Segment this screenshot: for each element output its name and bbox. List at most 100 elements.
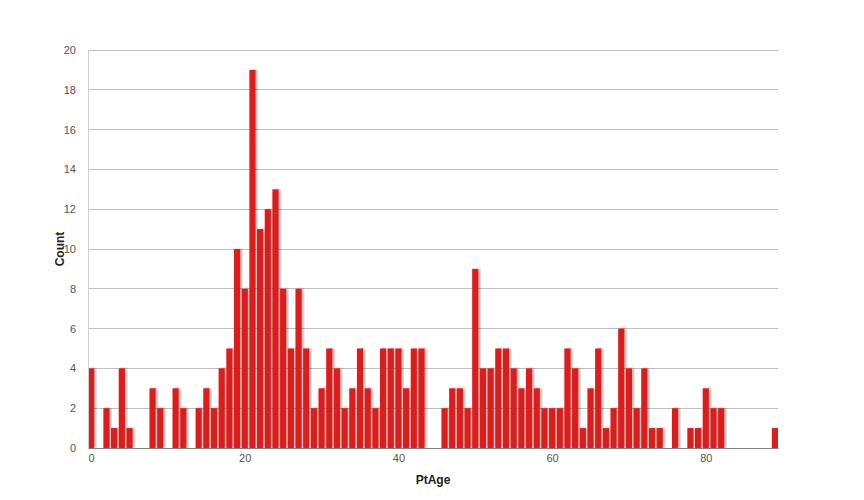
bar <box>372 408 378 448</box>
bar <box>411 349 417 449</box>
bar <box>311 408 317 448</box>
grid-line <box>88 328 778 329</box>
grid-line <box>88 288 778 289</box>
grid-line <box>88 368 778 369</box>
y-axis-line <box>88 51 89 449</box>
bar <box>142 448 148 449</box>
bar <box>403 388 409 448</box>
y-tick-label: 0 <box>70 442 76 454</box>
bar <box>465 408 471 448</box>
y-axis: 02468101214161820 <box>64 44 89 454</box>
y-tick: 20 <box>64 44 88 56</box>
y-tick: 2 <box>70 402 88 414</box>
y-tick: 10 <box>64 243 88 255</box>
y-tick: 8 <box>70 283 88 295</box>
y-tick-label: 2 <box>70 402 76 414</box>
x-tick-label: 40 <box>393 452 405 464</box>
bar <box>457 388 463 448</box>
bar <box>672 408 678 448</box>
bar <box>503 349 509 449</box>
bar <box>219 368 225 448</box>
bar <box>518 388 524 448</box>
bar <box>603 428 609 448</box>
bar <box>703 388 709 448</box>
bar <box>196 408 202 448</box>
x-tick: 60 <box>546 448 558 464</box>
y-tick: 16 <box>64 124 88 136</box>
bar <box>526 368 532 448</box>
bar <box>557 408 563 448</box>
bar <box>303 349 309 449</box>
grid-line <box>88 209 778 210</box>
bar <box>203 388 209 448</box>
bar <box>649 428 655 448</box>
bar <box>756 448 762 449</box>
bar <box>157 408 163 448</box>
bar <box>680 448 686 449</box>
bar <box>564 349 570 449</box>
bar <box>388 349 394 449</box>
bar <box>188 448 194 449</box>
bar <box>126 428 132 448</box>
bar <box>764 448 770 449</box>
x-tick: 20 <box>239 448 251 464</box>
bar <box>349 388 355 448</box>
x-axis: 0 20 40 60 80 <box>89 448 779 464</box>
bar <box>434 448 440 449</box>
bar <box>572 368 578 448</box>
grid-line <box>88 129 778 130</box>
bar <box>511 368 517 448</box>
bar <box>211 408 217 448</box>
y-tick-label: 16 <box>64 124 76 136</box>
chart: 02040608002468101214161820PtAgeCount <box>0 0 864 500</box>
bar <box>357 349 363 449</box>
bar <box>265 209 271 448</box>
bar <box>165 448 171 449</box>
y-tick-label: 14 <box>64 163 76 175</box>
bar <box>119 368 125 448</box>
bar <box>395 349 401 449</box>
bar <box>657 428 663 448</box>
bar <box>695 428 701 448</box>
bar <box>365 388 371 448</box>
bar <box>634 408 640 448</box>
bar <box>111 428 117 448</box>
x-tick: 80 <box>700 448 712 464</box>
bar <box>610 408 616 448</box>
bar <box>426 448 432 449</box>
x-tick: 40 <box>393 448 405 464</box>
y-tick-label: 18 <box>64 84 76 96</box>
bar <box>726 448 732 449</box>
bar <box>541 408 547 448</box>
y-tick: 6 <box>70 323 88 335</box>
bar <box>380 349 386 449</box>
bar <box>295 289 301 448</box>
bar <box>449 388 455 448</box>
bar <box>488 368 494 448</box>
grid-line <box>88 50 778 51</box>
bar <box>288 349 294 449</box>
grid <box>88 50 778 448</box>
bar <box>149 388 155 448</box>
y-axis-title: Count <box>53 232 67 267</box>
x-tick-label: 0 <box>89 452 95 464</box>
bar <box>173 388 179 448</box>
x-tick-label: 20 <box>239 452 251 464</box>
bar <box>257 229 263 448</box>
bars <box>88 70 778 448</box>
bar <box>480 368 486 448</box>
bar <box>242 289 248 448</box>
grid-line <box>88 249 778 250</box>
bar <box>749 448 755 449</box>
bar <box>319 388 325 448</box>
plot: 02040608002468101214161820 <box>64 44 779 464</box>
bar <box>733 448 739 449</box>
y-tick-label: 8 <box>70 283 76 295</box>
bar <box>472 269 478 448</box>
bar <box>534 388 540 448</box>
y-tick-label: 20 <box>64 44 76 56</box>
bar <box>342 408 348 448</box>
grid-line <box>88 169 778 170</box>
bar <box>741 448 747 449</box>
bar <box>687 428 693 448</box>
